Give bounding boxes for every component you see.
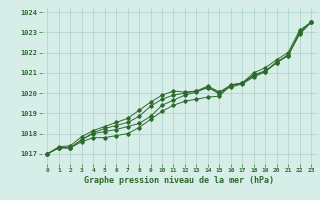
- X-axis label: Graphe pression niveau de la mer (hPa): Graphe pression niveau de la mer (hPa): [84, 176, 274, 185]
